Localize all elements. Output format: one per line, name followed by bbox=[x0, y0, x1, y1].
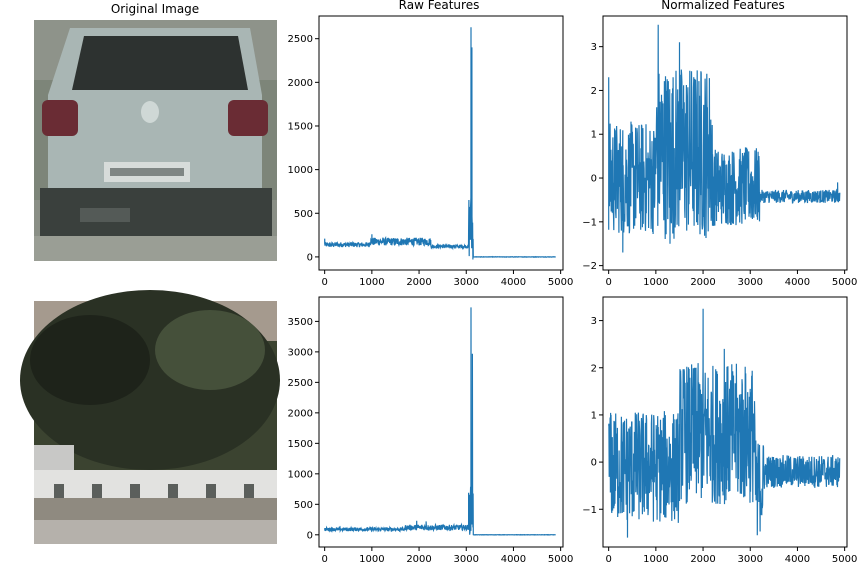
y-tick-label: 3500 bbox=[288, 317, 313, 328]
axes-frame bbox=[318, 15, 564, 271]
series-line bbox=[324, 307, 556, 536]
x-tick-label: 2000 bbox=[690, 277, 715, 288]
x-tick-label: 4000 bbox=[501, 554, 526, 565]
y-tick-label: −1 bbox=[582, 217, 597, 228]
y-tick-label: 0 bbox=[591, 174, 597, 185]
chart-row1-normalized: 0 1000 2000 3000 4000 5000 −2 −1 0 1 2 3 bbox=[582, 15, 857, 288]
tree-wall-image bbox=[20, 290, 280, 544]
x-tick-label: 5000 bbox=[832, 277, 857, 288]
y-tick-label: 3 bbox=[591, 42, 597, 53]
y-tick-label: 2000 bbox=[288, 408, 313, 419]
title-normalized-features: Normalized Features bbox=[661, 0, 784, 12]
y-tick-label: 1000 bbox=[288, 165, 313, 176]
series-line bbox=[324, 27, 556, 260]
axes-frame bbox=[602, 15, 848, 271]
x-tick-label: 4000 bbox=[785, 277, 810, 288]
x-tick-label: 1000 bbox=[643, 277, 668, 288]
y-tick-label: 2500 bbox=[288, 34, 313, 45]
x-tick-label: 3000 bbox=[738, 554, 763, 565]
axes-frame bbox=[602, 296, 848, 548]
y-tick-label: 1500 bbox=[288, 121, 313, 132]
x-tick-label: 2000 bbox=[690, 554, 715, 565]
chart-row2-raw: 0 1000 2000 3000 4000 5000 0 500 1000 1500 2000 250… bbox=[288, 296, 573, 565]
x-tick-label: 1000 bbox=[359, 554, 384, 565]
x-tick-label: 0 bbox=[605, 554, 611, 565]
axes-frame bbox=[318, 296, 564, 548]
x-tick-label: 2000 bbox=[406, 554, 431, 565]
y-tick-label: −2 bbox=[582, 261, 597, 272]
x-tick-label: 3000 bbox=[738, 277, 763, 288]
x-tick-label: 4000 bbox=[785, 554, 810, 565]
y-tick-label: 1500 bbox=[288, 439, 313, 450]
x-tick-label: 5000 bbox=[832, 554, 857, 565]
chart-row1-raw: 0 1000 2000 3000 4000 5000 0 500 1000 1500 2000 250… bbox=[288, 15, 573, 288]
title-raw-features: Raw Features bbox=[399, 0, 480, 12]
x-tick-label: 1000 bbox=[359, 277, 384, 288]
x-tick-label: 1000 bbox=[643, 554, 668, 565]
x-tick-label: 0 bbox=[321, 277, 327, 288]
y-tick-label: 2500 bbox=[288, 378, 313, 389]
y-tick-label: −1 bbox=[582, 505, 597, 516]
title-original-image: Original Image bbox=[111, 2, 199, 16]
x-tick-label: 3000 bbox=[454, 277, 479, 288]
x-tick-label: 5000 bbox=[548, 277, 573, 288]
y-tick-label: 3000 bbox=[288, 347, 313, 358]
x-tick-label: 5000 bbox=[548, 554, 573, 565]
y-tick-label: 1 bbox=[591, 410, 597, 421]
y-tick-label: 0 bbox=[307, 530, 313, 541]
y-tick-label: 2 bbox=[591, 363, 597, 374]
x-tick-label: 0 bbox=[321, 554, 327, 565]
y-tick-label: 2000 bbox=[288, 78, 313, 89]
chart-row2-normalized: 0 1000 2000 3000 4000 5000 −1 0 1 2 3 bbox=[582, 296, 857, 565]
x-tick-label: 2000 bbox=[406, 277, 431, 288]
y-tick-label: 1 bbox=[591, 130, 597, 141]
y-tick-label: 1000 bbox=[288, 469, 313, 480]
x-tick-label: 0 bbox=[605, 277, 611, 288]
y-tick-label: 3 bbox=[591, 316, 597, 327]
x-tick-label: 4000 bbox=[501, 277, 526, 288]
y-tick-label: 0 bbox=[591, 458, 597, 469]
y-tick-label: 0 bbox=[307, 252, 313, 263]
series-line bbox=[608, 308, 841, 538]
x-tick-label: 3000 bbox=[454, 554, 479, 565]
y-tick-label: 2 bbox=[591, 86, 597, 97]
y-tick-label: 500 bbox=[294, 209, 313, 220]
car-rear-image bbox=[34, 20, 277, 261]
y-tick-label: 500 bbox=[294, 500, 313, 511]
series-line bbox=[608, 24, 841, 253]
